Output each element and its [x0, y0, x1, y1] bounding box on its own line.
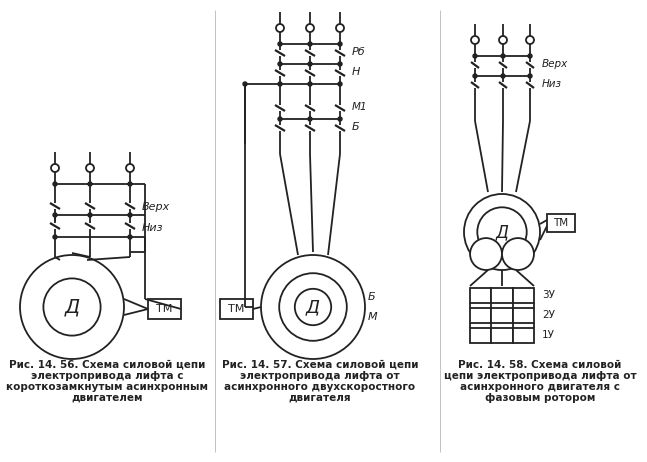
Circle shape	[53, 182, 57, 186]
Circle shape	[528, 54, 532, 58]
Text: ТМ: ТМ	[553, 218, 569, 228]
Circle shape	[308, 62, 312, 66]
Bar	[491, 328, 512, 343]
Circle shape	[308, 117, 312, 121]
Text: Б: Б	[368, 292, 376, 302]
Circle shape	[471, 36, 479, 44]
Bar	[491, 308, 512, 323]
Circle shape	[473, 54, 477, 58]
Bar	[491, 288, 512, 303]
Circle shape	[53, 213, 57, 217]
Bar	[547, 214, 575, 232]
Circle shape	[126, 164, 134, 172]
Circle shape	[86, 164, 94, 172]
Circle shape	[502, 238, 534, 270]
Circle shape	[278, 82, 282, 86]
Circle shape	[477, 207, 527, 257]
Circle shape	[526, 36, 534, 44]
Circle shape	[278, 62, 282, 66]
Bar	[148, 299, 181, 319]
Circle shape	[499, 36, 507, 44]
Text: ТМ: ТМ	[228, 304, 244, 314]
Text: 3У: 3У	[542, 291, 555, 300]
Text: Низ: Низ	[542, 79, 562, 89]
Circle shape	[243, 82, 247, 86]
Bar	[470, 308, 491, 323]
Circle shape	[276, 24, 284, 32]
Circle shape	[261, 255, 365, 359]
Circle shape	[295, 289, 331, 325]
Text: короткозамкнутым асинхронным: короткозамкнутым асинхронным	[6, 382, 208, 392]
Text: М1: М1	[352, 102, 367, 112]
Circle shape	[336, 24, 344, 32]
Circle shape	[306, 24, 314, 32]
Text: Д: Д	[64, 298, 80, 316]
Circle shape	[308, 82, 312, 86]
Circle shape	[470, 238, 502, 270]
Text: электропривода лифта от: электропривода лифта от	[240, 371, 400, 381]
Circle shape	[501, 74, 505, 78]
Text: асинхронного двигателя с: асинхронного двигателя с	[460, 382, 620, 392]
Text: 2У: 2У	[542, 310, 555, 321]
Text: Б: Б	[352, 122, 360, 132]
Bar	[470, 328, 491, 343]
Circle shape	[338, 117, 342, 121]
Text: Низ: Низ	[142, 223, 164, 233]
Circle shape	[278, 117, 282, 121]
Text: Рис. 14. 58. Схема силовой: Рис. 14. 58. Схема силовой	[458, 360, 622, 370]
Text: Н: Н	[352, 67, 360, 77]
Bar	[512, 328, 534, 343]
Circle shape	[280, 273, 347, 341]
Circle shape	[308, 42, 312, 46]
Circle shape	[88, 213, 92, 217]
Bar	[470, 288, 491, 303]
Text: фазовым ротором: фазовым ротором	[485, 393, 595, 403]
Circle shape	[51, 164, 59, 172]
Text: цепи электропривода лифта от: цепи электропривода лифта от	[444, 371, 636, 381]
Circle shape	[43, 279, 100, 335]
Circle shape	[128, 235, 132, 239]
Text: Д: Д	[496, 223, 509, 241]
Text: Рис. 14. 56. Схема силовой цепи: Рис. 14. 56. Схема силовой цепи	[9, 360, 205, 370]
Circle shape	[338, 62, 342, 66]
Circle shape	[53, 235, 57, 239]
Text: ТМ: ТМ	[156, 304, 172, 314]
Bar	[512, 288, 534, 303]
Text: М: М	[368, 312, 378, 322]
Text: Верх: Верх	[542, 59, 568, 69]
Circle shape	[501, 54, 505, 58]
Circle shape	[338, 42, 342, 46]
Circle shape	[278, 42, 282, 46]
Circle shape	[338, 82, 342, 86]
Circle shape	[20, 255, 124, 359]
Circle shape	[128, 182, 132, 186]
Circle shape	[473, 74, 477, 78]
Text: двигателя: двигателя	[289, 393, 351, 403]
Circle shape	[528, 74, 532, 78]
Text: асинхронного двухскоростного: асинхронного двухскоростного	[225, 382, 415, 392]
Bar	[220, 299, 253, 319]
Text: Верх: Верх	[142, 202, 170, 212]
Text: 1У: 1У	[542, 330, 555, 340]
Circle shape	[128, 213, 132, 217]
Bar	[512, 308, 534, 323]
Text: двигателем: двигателем	[71, 393, 143, 403]
Text: Рб: Рб	[352, 47, 366, 57]
Circle shape	[464, 194, 540, 270]
Text: электропривода лифта с: электропривода лифта с	[31, 371, 183, 381]
Text: Д: Д	[306, 298, 320, 316]
Text: Рис. 14. 57. Схема силовой цепи: Рис. 14. 57. Схема силовой цепи	[222, 360, 418, 370]
Circle shape	[88, 182, 92, 186]
